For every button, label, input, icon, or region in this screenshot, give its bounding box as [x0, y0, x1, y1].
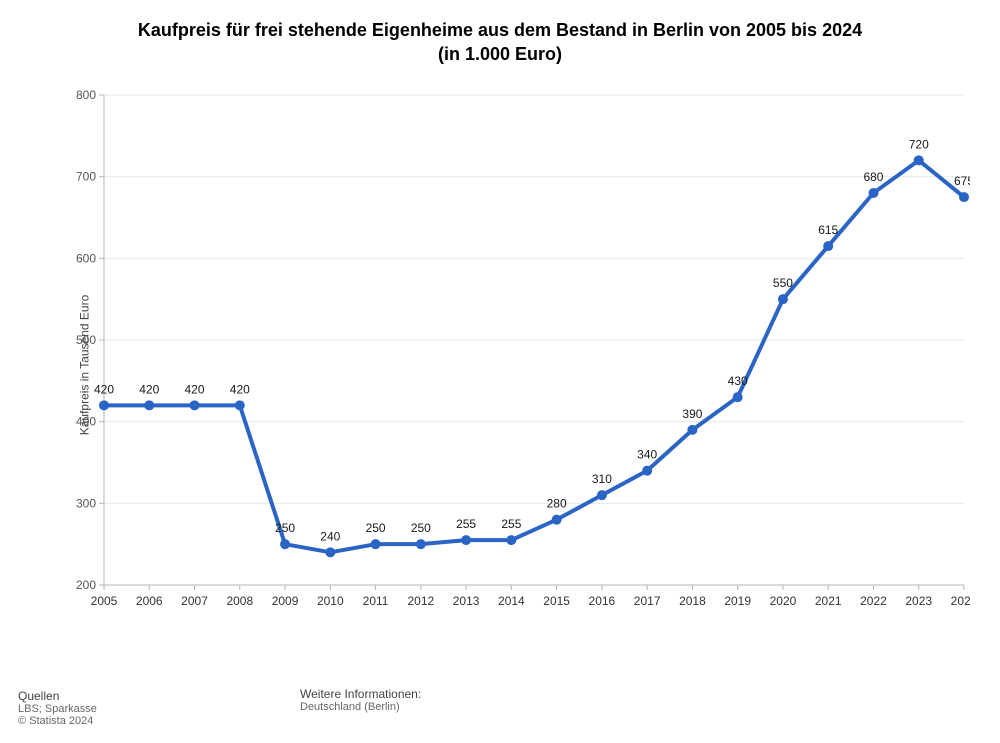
line-chart: 2003004005006007008002005200620072008200… [60, 85, 970, 645]
svg-text:2011: 2011 [363, 594, 389, 608]
svg-text:800: 800 [76, 88, 96, 102]
svg-text:2009: 2009 [272, 594, 299, 608]
title-line-1: Kaufpreis für frei stehende Eigenheime a… [138, 20, 862, 40]
svg-text:2005: 2005 [91, 594, 118, 608]
svg-text:420: 420 [230, 382, 250, 396]
sources-heading: Quellen [18, 689, 97, 703]
title-line-2: (in 1.000 Euro) [438, 44, 562, 64]
svg-text:2010: 2010 [317, 594, 344, 608]
svg-text:420: 420 [94, 382, 114, 396]
footer-sources: Quellen LBS; Sparkasse © Statista 2024 [18, 689, 97, 727]
svg-text:2020: 2020 [770, 594, 797, 608]
svg-text:2023: 2023 [905, 594, 932, 608]
svg-text:420: 420 [185, 382, 205, 396]
svg-text:2014: 2014 [498, 594, 525, 608]
chart-area: Kaufpreis in Tausend Euro 20030040050060… [60, 85, 970, 645]
svg-text:2013: 2013 [453, 594, 480, 608]
svg-text:250: 250 [275, 521, 295, 535]
svg-text:250: 250 [411, 521, 431, 535]
svg-text:420: 420 [139, 382, 159, 396]
svg-text:2024: 2024 [951, 594, 970, 608]
svg-text:615: 615 [818, 223, 838, 237]
svg-text:255: 255 [456, 517, 476, 531]
svg-text:2012: 2012 [407, 594, 434, 608]
svg-text:280: 280 [547, 497, 567, 511]
svg-text:240: 240 [320, 529, 340, 543]
more-info-heading: Weitere Informationen: [300, 687, 421, 701]
chart-title: Kaufpreis für frei stehende Eigenheime a… [0, 0, 1000, 67]
sources-line-2: © Statista 2024 [18, 715, 97, 727]
svg-text:2017: 2017 [634, 594, 661, 608]
svg-text:2006: 2006 [136, 594, 163, 608]
svg-text:600: 600 [76, 251, 96, 265]
sources-line-1: LBS; Sparkasse [18, 703, 97, 715]
svg-text:550: 550 [773, 276, 793, 290]
svg-text:255: 255 [501, 517, 521, 531]
more-info-line-1: Deutschland (Berlin) [300, 701, 421, 713]
svg-text:2007: 2007 [181, 594, 208, 608]
svg-text:390: 390 [682, 407, 702, 421]
svg-text:680: 680 [863, 170, 883, 184]
svg-text:200: 200 [76, 578, 96, 592]
svg-text:2021: 2021 [815, 594, 842, 608]
svg-text:675: 675 [954, 174, 970, 188]
svg-text:430: 430 [728, 374, 748, 388]
svg-text:250: 250 [366, 521, 386, 535]
svg-text:2018: 2018 [679, 594, 706, 608]
svg-text:300: 300 [76, 496, 96, 510]
svg-text:2015: 2015 [543, 594, 570, 608]
svg-text:2016: 2016 [589, 594, 616, 608]
y-axis-label: Kaufpreis in Tausend Euro [77, 295, 91, 436]
svg-text:700: 700 [76, 170, 96, 184]
svg-text:2019: 2019 [724, 594, 751, 608]
svg-text:2008: 2008 [226, 594, 253, 608]
svg-text:340: 340 [637, 448, 657, 462]
svg-text:2022: 2022 [860, 594, 887, 608]
footer-more-info: Weitere Informationen: Deutschland (Berl… [300, 687, 421, 713]
svg-text:720: 720 [909, 137, 929, 151]
svg-text:310: 310 [592, 472, 612, 486]
